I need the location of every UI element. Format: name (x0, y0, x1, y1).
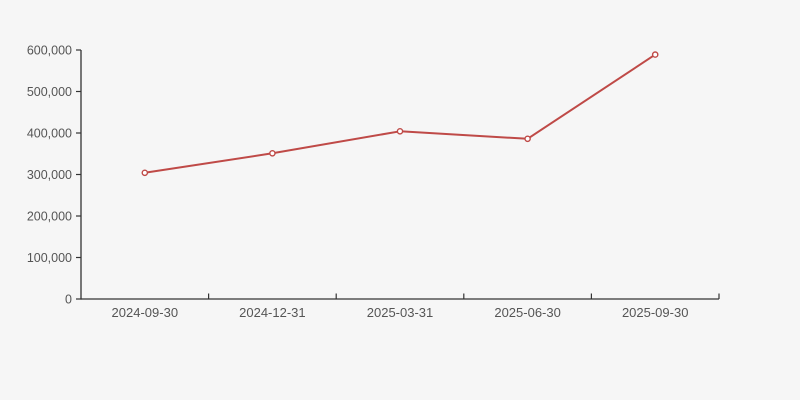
x-axis-tick-label: 2025-06-30 (494, 305, 561, 320)
y-axis-tick-label: 300,000 (27, 168, 72, 182)
y-axis-tick-label: 600,000 (27, 44, 72, 58)
y-axis-tick-label: 200,000 (27, 210, 72, 224)
data-point-marker[interactable] (524, 135, 531, 143)
data-point-marker[interactable] (141, 169, 149, 177)
data-point-marker[interactable] (651, 51, 659, 58)
y-axis-tick-label: 400,000 (27, 127, 72, 141)
x-axis-tick-label: 2025-03-31 (367, 305, 434, 320)
data-point-marker[interactable] (269, 149, 276, 157)
x-axis-tick-label: 2024-12-31 (239, 305, 306, 320)
y-axis-tick-label: 0 (65, 293, 72, 307)
y-axis-tick-label: 100,000 (27, 251, 72, 265)
data-point-marker[interactable] (396, 127, 404, 135)
x-axis-tick-label: 2024-09-30 (112, 305, 179, 320)
series-line (143, 53, 657, 174)
y-axis-tick-label: 500,000 (27, 85, 72, 99)
x-axis-tick-label: 2025-09-30 (622, 305, 689, 320)
